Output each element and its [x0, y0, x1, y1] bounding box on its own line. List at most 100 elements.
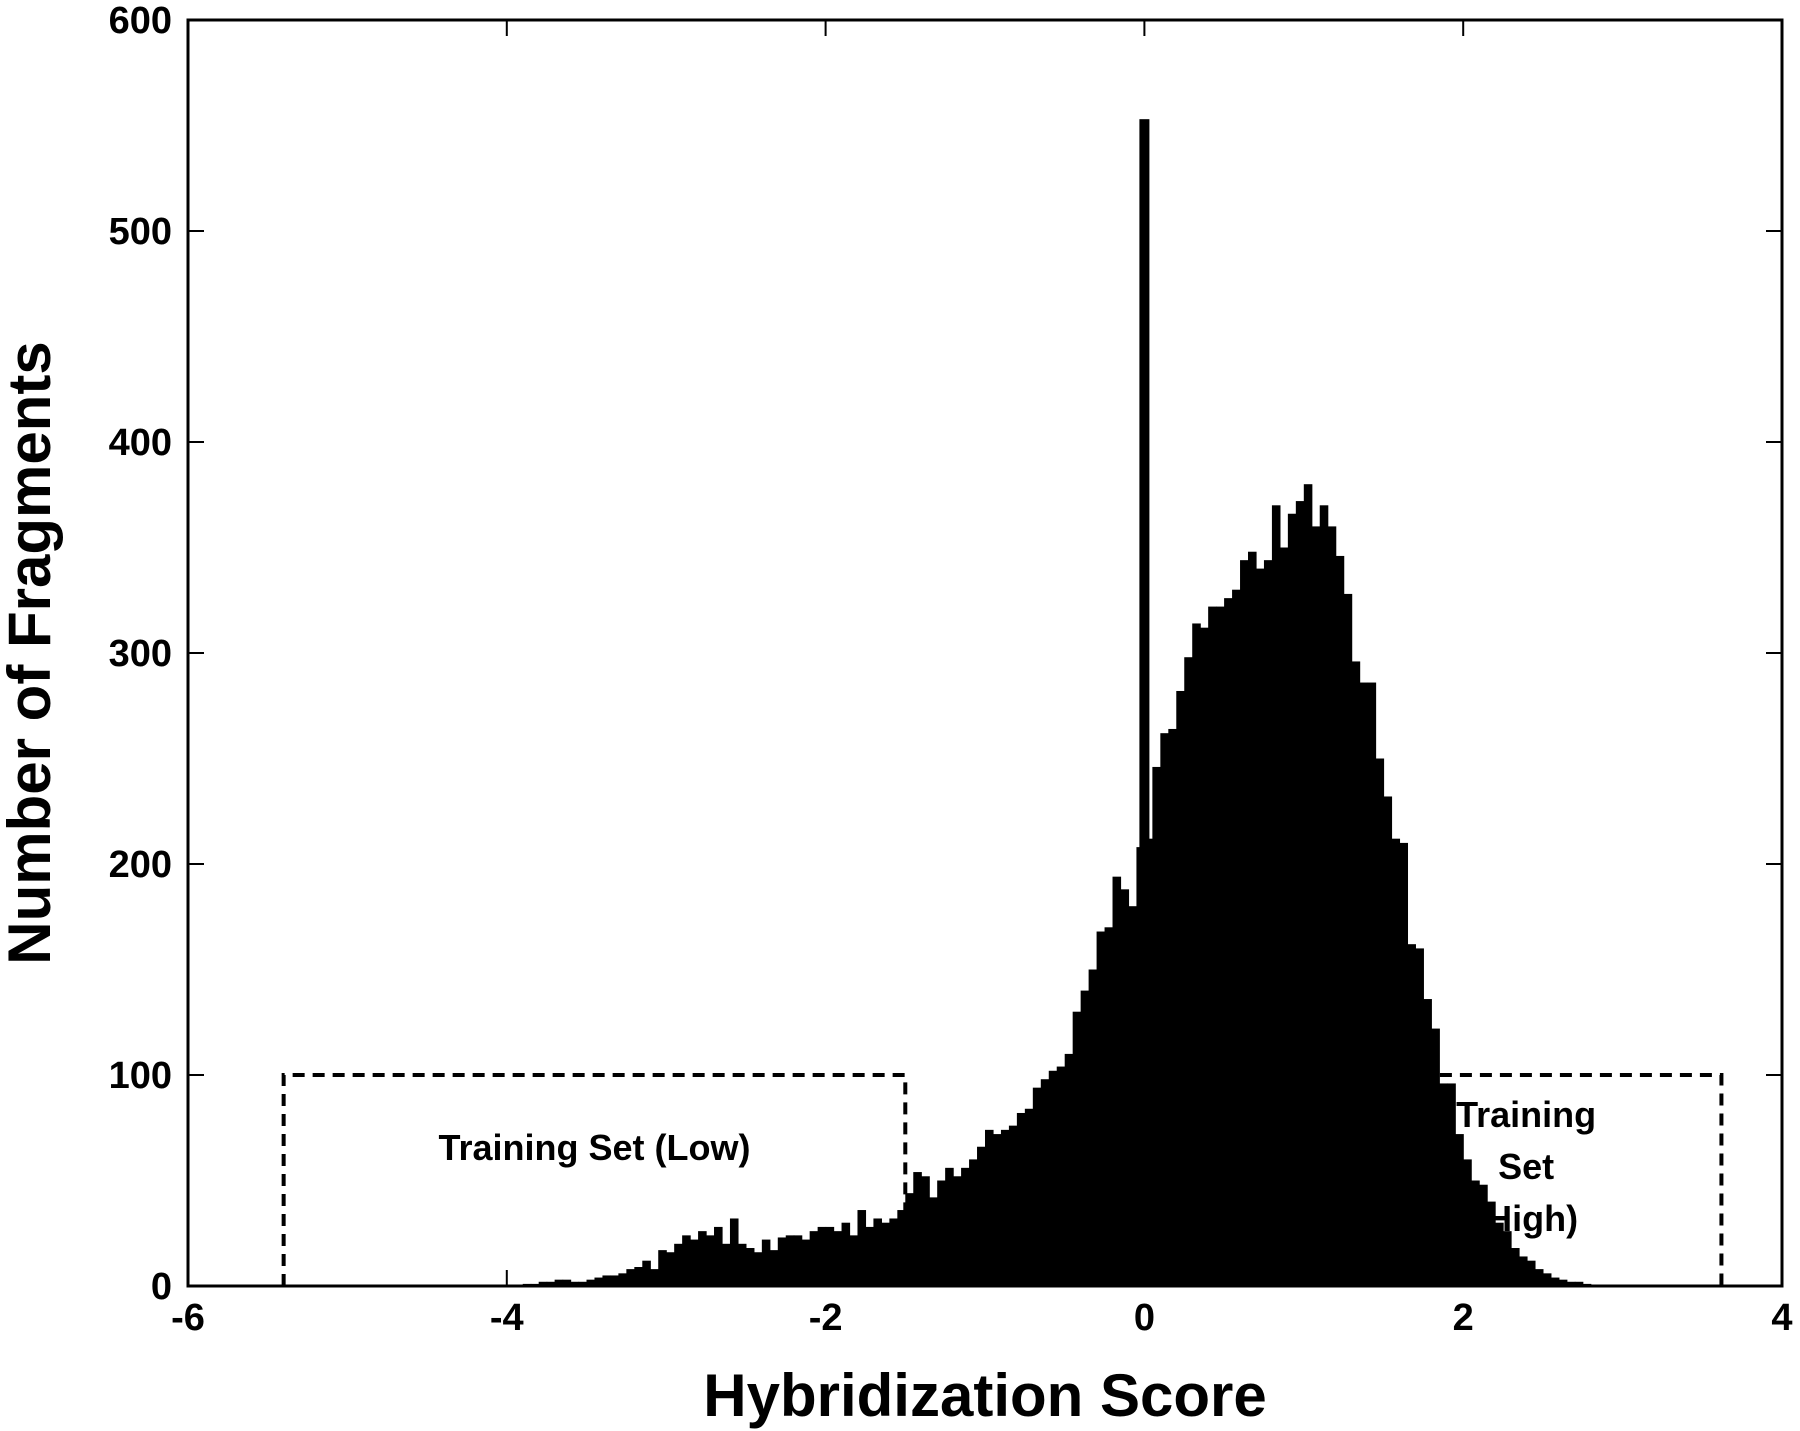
- histogram-bar: [1072, 1011, 1082, 1286]
- histogram-bar: [1367, 682, 1377, 1286]
- histogram-bars: [522, 119, 1592, 1287]
- histogram-bar: [849, 1235, 859, 1286]
- histogram-bar: [1463, 1159, 1472, 1286]
- y-tick-label: 300: [109, 633, 172, 675]
- histogram-bar: [1279, 547, 1289, 1286]
- histogram-bar: [1550, 1277, 1560, 1286]
- x-axis-title: Hybridization Score: [703, 1362, 1266, 1429]
- histogram-bar: [650, 1269, 659, 1286]
- histogram-bar: [578, 1281, 588, 1286]
- histogram-bar: [745, 1248, 755, 1286]
- histogram-bar: [1295, 501, 1305, 1287]
- histogram-bar: [1495, 1222, 1504, 1286]
- histogram-bar: [1200, 627, 1209, 1286]
- histogram-bar: [1287, 513, 1297, 1286]
- training-set-boxes: Training Set (Low) Training Set (High): [281, 1073, 1724, 1286]
- histogram-bar: [1335, 555, 1345, 1286]
- histogram-bar: [1439, 1083, 1448, 1286]
- histogram-bar: [1263, 560, 1273, 1286]
- histogram-bar: [1176, 690, 1185, 1286]
- histogram-bar: [921, 1176, 930, 1286]
- histogram-bar: [698, 1231, 707, 1286]
- histogram-bar: [992, 1134, 1002, 1286]
- histogram-bar: [1208, 606, 1217, 1286]
- histogram-bar: [1534, 1269, 1544, 1286]
- histogram-bar: [602, 1275, 612, 1286]
- histogram-spike-bar: [1139, 119, 1150, 1286]
- histogram-bar: [1104, 927, 1114, 1286]
- training-set-high-label-line: (High): [1474, 1198, 1578, 1239]
- histogram-bar: [1542, 1273, 1552, 1286]
- y-tick-labels: 0 100 200 300 400 500 600: [109, 0, 172, 1308]
- histogram-bar: [769, 1250, 779, 1286]
- histogram-bar: [1327, 526, 1337, 1286]
- histogram-bar: [1423, 999, 1432, 1286]
- histogram-bar: [945, 1167, 954, 1286]
- x-tick-label: -2: [809, 1297, 843, 1339]
- histogram-bar: [562, 1279, 572, 1286]
- histogram-bar: [706, 1235, 715, 1286]
- histogram-bar: [1503, 1231, 1512, 1286]
- histogram-bar: [1391, 838, 1401, 1286]
- histogram-bar: [1351, 661, 1361, 1286]
- histogram-bar: [1566, 1281, 1576, 1286]
- histogram-bar: [969, 1159, 978, 1286]
- histogram-bar: [857, 1210, 867, 1286]
- histogram-bar: [626, 1269, 635, 1286]
- histogram-bar: [1224, 598, 1233, 1286]
- histogram-bar: [873, 1218, 882, 1286]
- histogram-bar: [1455, 1134, 1464, 1286]
- histogram-bar: [1000, 1129, 1010, 1286]
- histogram-bar: [1024, 1108, 1034, 1286]
- y-tick-label: 500: [109, 211, 172, 253]
- histogram-bar: [546, 1281, 556, 1286]
- histogram-bar: [977, 1146, 986, 1286]
- histogram-bar: [1120, 889, 1130, 1286]
- histogram-bar: [1056, 1066, 1066, 1286]
- histogram-bar: [1479, 1184, 1488, 1286]
- histogram-bar: [1487, 1201, 1496, 1286]
- histogram-bar: [929, 1197, 938, 1286]
- histogram-bar: [1447, 1083, 1456, 1286]
- histogram-bar: [1240, 560, 1249, 1286]
- histogram-bar: [1319, 505, 1329, 1286]
- histogram-bar: [889, 1218, 898, 1286]
- histogram-bar: [897, 1210, 906, 1286]
- histogram-bar: [1303, 484, 1313, 1286]
- histogram-bar: [1471, 1180, 1480, 1286]
- training-set-low-box: Training Set (Low): [281, 1073, 908, 1286]
- x-tick-label: 4: [1771, 1297, 1792, 1339]
- histogram-bar: [1096, 931, 1106, 1286]
- histogram-bar: [785, 1235, 795, 1286]
- histogram-bar: [1184, 657, 1193, 1286]
- histogram-bar: [1064, 1053, 1074, 1286]
- histogram-bar: [1112, 876, 1122, 1286]
- x-tick-label: -4: [490, 1297, 524, 1339]
- histogram-bar: [1574, 1281, 1584, 1286]
- histogram-bar: [761, 1239, 771, 1286]
- histogram-bar: [714, 1226, 723, 1286]
- histogram-bar: [1511, 1248, 1520, 1286]
- histogram-bar: [1168, 728, 1177, 1286]
- y-tick-label: 600: [109, 0, 172, 42]
- histogram-bar: [1558, 1279, 1568, 1286]
- histogram-bar: [1016, 1112, 1026, 1286]
- histogram-bar: [674, 1243, 683, 1286]
- histogram-bar: [1080, 990, 1090, 1286]
- histogram-bar: [1255, 568, 1265, 1286]
- histogram-bar: [1343, 593, 1353, 1286]
- histogram-bar: [1032, 1087, 1042, 1286]
- histogram-bar: [913, 1172, 922, 1286]
- histogram-bar: [1152, 766, 1161, 1286]
- histogram-bar: [809, 1231, 819, 1286]
- training-set-high-label-line: Set: [1498, 1146, 1554, 1187]
- x-tick-labels: -6 -4 -2 0 2 4: [171, 1297, 1792, 1339]
- histogram-bar: [793, 1235, 803, 1286]
- histogram-bar: [961, 1167, 970, 1286]
- histogram-bar: [841, 1222, 851, 1286]
- histogram-bar: [642, 1260, 651, 1286]
- histogram-bar: [1526, 1260, 1536, 1286]
- training-set-high-box: Training Set (High): [1328, 1073, 1724, 1286]
- histogram-bar: [634, 1267, 643, 1286]
